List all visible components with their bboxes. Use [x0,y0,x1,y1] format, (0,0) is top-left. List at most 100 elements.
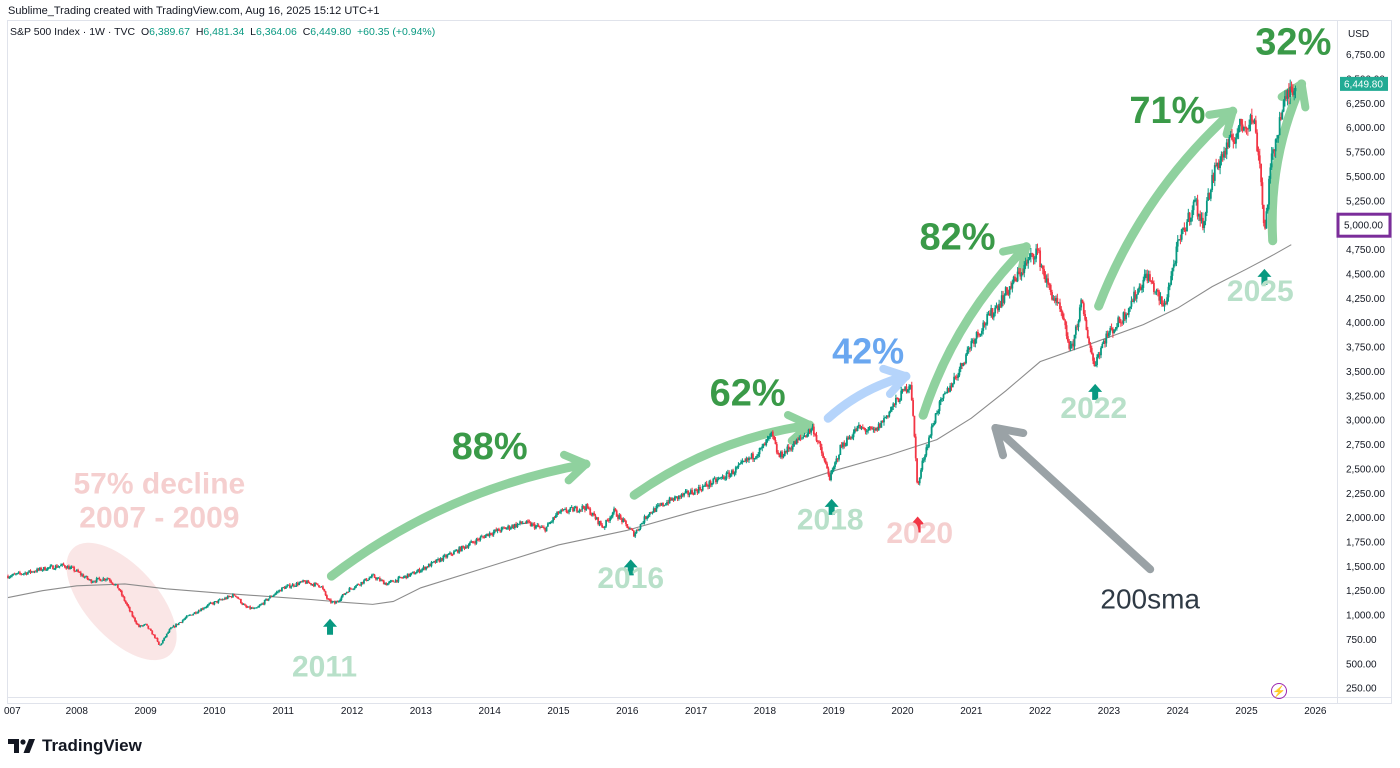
candle-body [247,606,250,608]
candle-body [569,507,572,510]
candle-body [525,520,528,524]
candle-body [1018,271,1020,273]
candle-body [955,376,958,378]
candle-body [889,410,892,412]
candle-body [384,583,387,585]
trend-arrow-shaft [326,459,591,581]
candle-body [749,457,752,459]
candle-body [1223,150,1225,158]
lightning-icon[interactable]: ⚡ [1271,683,1287,699]
candle-body [647,515,650,517]
candle-body [546,523,549,527]
candle-body [746,458,749,461]
candle-body [765,439,768,446]
candle-body [995,305,998,308]
candle-body [460,545,463,552]
candle-body [75,569,78,572]
candle-body [298,582,301,586]
candle-body [232,594,234,598]
candle-body [1252,120,1255,123]
candle-body [322,586,324,589]
candle-body [269,596,271,599]
candle-body [803,435,806,437]
y-tick-label: 3,250.00 [1346,391,1385,402]
candle-body [687,490,690,495]
x-tick-label: 2010 [203,706,226,717]
candle-body [438,559,441,562]
candle-body [791,446,794,450]
annotation-label: 2011 [292,651,357,684]
x-tick-label: 2022 [1029,706,1052,717]
trend-arrow-shaft [918,242,1031,420]
candle-body [906,389,909,392]
candle-body [77,569,80,573]
candle-body [999,303,1002,307]
candle-body [180,622,183,623]
candle-body [389,580,392,582]
candle-body [1061,311,1064,318]
candle-body [451,554,454,556]
candle-body [242,604,245,606]
candle-body [1268,178,1270,205]
candle-body [442,555,445,561]
candle-body [830,472,832,481]
candle-body [654,508,656,512]
candle-body [712,478,715,484]
candle-body [95,578,98,582]
candle-body [588,508,590,510]
candle-body [273,594,275,596]
candle-body [204,607,207,609]
candle-body [807,429,810,434]
candle-body [758,448,761,455]
candle-body [134,617,136,622]
candle-body [1105,333,1108,344]
symbol-legend[interactable]: S&P 500 Index · 1W · TVC O6,389.67 H6,48… [10,26,435,38]
candle-body [1065,325,1068,337]
candle-body [965,354,967,364]
candle-body [250,607,253,609]
candle-body [270,596,273,598]
candle-body [820,447,823,454]
candle-body [421,568,424,571]
candle-body [78,572,81,573]
candle-body [431,561,434,563]
candle-body [1274,139,1277,152]
candle-body [392,580,394,582]
candle-body [761,446,764,449]
candle-body [34,571,37,573]
close-label: C [302,26,311,38]
candle-body [267,598,270,601]
candle-body [1286,90,1289,99]
x-tick-label: 2013 [410,706,433,717]
candle-body [161,640,164,644]
candle-body [1153,283,1155,292]
highlighted-price-box[interactable]: 5,000.00 [1336,212,1392,238]
candle-body [1008,286,1011,295]
candle-body [1260,163,1263,183]
candle-body [1183,227,1186,231]
candle-body [554,515,557,518]
candle-body [314,582,316,587]
candle-body [202,608,205,610]
candle-body [246,607,249,608]
candle-body [871,427,873,430]
candle-body [954,376,957,378]
candle-body [347,592,349,593]
candle-body [22,573,25,575]
candle-body [79,572,82,576]
chart-frame[interactable]: 57% decline 2007 - 2009 2011 88% 2016 62% 2018… [0,20,1392,720]
candle-body [91,581,94,583]
candle-body [753,458,756,460]
candle-body [1280,117,1282,120]
candle-body [516,524,519,527]
candle-body [349,588,352,589]
annotation-label: 42% [832,331,904,372]
candle-body [1248,124,1251,129]
candle-body [1178,239,1180,241]
candle-body [66,566,69,569]
candle-body [1010,286,1012,289]
y-tick-label: 4,500.00 [1346,269,1385,280]
candle-body [7,576,9,579]
candle-body [541,527,544,528]
